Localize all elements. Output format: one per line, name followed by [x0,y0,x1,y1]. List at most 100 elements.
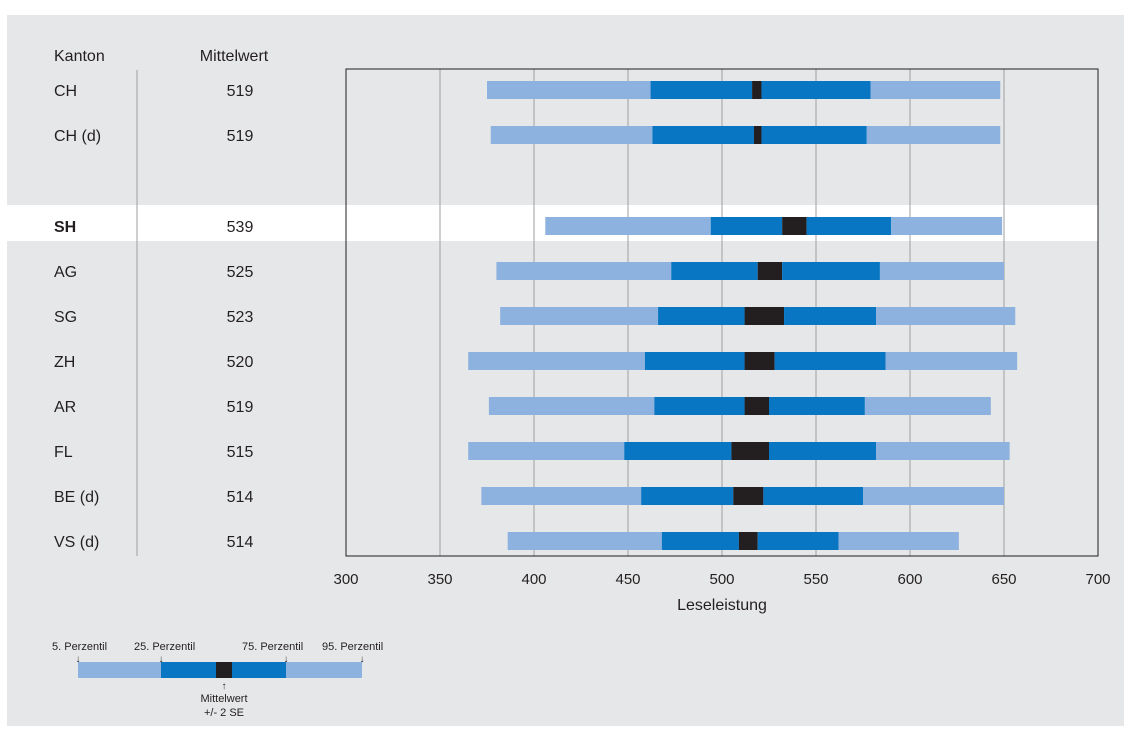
bar-mean-ci [757,262,783,280]
legend-p25-label: 25. Perzentil [134,641,195,653]
legend: 5. Perzentil 25. Perzentil 75. Perzentil… [52,641,383,719]
chart-background [7,15,1124,726]
row-be-d: BE (d) 514 [54,487,1004,506]
bar-p25-ci [624,442,732,460]
bar-p25-ci [644,352,745,370]
header-mittelwert: Mittelwert [200,48,269,65]
bar-mean-ci [733,487,764,505]
bar-p75-p95 [863,487,1004,505]
bar-p5-p25 [487,81,651,99]
bar-mean-ci [744,352,775,370]
x-tick-label-450: 450 [615,571,640,588]
header-kanton: Kanton [54,48,105,65]
x-tick-label-400: 400 [521,571,546,588]
bar-ci-p75 [782,262,880,280]
bar-ci-p75 [757,532,839,550]
row-fl: FL 515 [54,442,1010,461]
mean-value: 523 [227,309,254,326]
x-tick-label-650: 650 [991,571,1016,588]
canton-label: SH [54,219,76,236]
canton-label: SG [54,309,77,326]
bar-ci-p75 [769,397,865,415]
bar-ci-p75 [774,352,886,370]
plot-frame [345,68,1099,557]
canton-label: CH (d) [54,128,101,145]
legend-ci-label: Mittelwert [200,693,247,705]
legend-outer-right [286,662,362,678]
bar-p5-p25 [468,352,645,370]
bar-p75-p95 [870,81,1001,99]
legend-p95-label: 95. Perzentil [322,641,383,653]
row-ar: AR 519 [54,397,991,416]
bar-p5-p25 [488,397,655,415]
legend-p5-arrow: ↓ [76,654,81,665]
bar-p25-ci [661,532,739,550]
bar-p75-p95 [866,126,1001,144]
row-zh: ZH 520 [54,352,1018,371]
bar-mean-ci [744,307,785,325]
bar-mean-ci [753,126,762,144]
bar-p75-p95 [885,352,1018,370]
legend-outer-left [78,662,161,678]
bar-p5-p25 [468,442,625,460]
bar-p25-ci [658,307,745,325]
x-tick-label-300: 300 [333,571,358,588]
bar-ci-p75 [763,487,863,505]
row-sg: SG 523 [54,307,1016,326]
mean-value: 514 [227,489,254,506]
canton-label: ZH [54,354,75,371]
x-axis-ticks: 300 350 400 450 500 550 600 650 700 [333,571,1110,588]
bar-p5-p25 [490,126,653,144]
bar-p5-p25 [507,532,662,550]
bar-p75-p95 [891,217,1003,235]
canton-label: AG [54,264,77,281]
bar-mean-ci [744,397,769,415]
bar-ci-p75 [761,126,867,144]
bar-p75-p95 [876,442,1010,460]
bar-p5-p25 [481,487,642,505]
row-vs-d: VS (d) 514 [54,532,959,551]
row-sh: SH 539 [54,217,1003,236]
x-axis-label: Leseleistung [677,597,767,614]
x-tick-label-700: 700 [1085,571,1110,588]
legend-p95-arrow: ↓ [360,654,365,665]
canton-label: CH [54,83,77,100]
legend-ci [216,662,232,678]
canton-label: BE (d) [54,489,99,506]
bar-p25-ci [710,217,783,235]
bar-p5-p25 [545,217,711,235]
legend-p75-arrow: ↓ [284,654,289,665]
x-tick-label-550: 550 [803,571,828,588]
canton-label: VS (d) [54,534,99,551]
mean-value: 515 [227,444,254,461]
bar-ci-p75 [761,81,871,99]
bar-p25-ci [641,487,734,505]
mean-value: 519 [227,128,254,145]
mean-value: 519 [227,83,254,100]
bar-p75-p95 [876,307,1016,325]
bar-p25-ci [671,262,758,280]
legend-inner-right [232,662,286,678]
legend-ci-arrow: ↑ [222,681,227,692]
x-tick-label-500: 500 [709,571,734,588]
legend-p25-arrow: ↓ [159,654,164,665]
mean-value: 539 [227,219,254,236]
bar-mean-ci [782,217,807,235]
bar-p25-ci [652,126,754,144]
x-tick-label-350: 350 [427,571,452,588]
bar-mean-ci [752,81,762,99]
legend-ci-se-label: +/- 2 SE [204,707,244,719]
mean-value: 520 [227,354,254,371]
bar-p75-p95 [879,262,1004,280]
bar-ci-p75 [769,442,877,460]
data-rows: CH 519 CH (d) 519 SH 539 AG 525 SG 523 ZH 520 AR 519 F… [54,81,1018,551]
bar-p75-p95 [864,397,991,415]
row-ch: CH 519 [54,81,1001,100]
row-ch-d: CH (d) 519 [54,126,1001,145]
bar-mean-ci [738,532,758,550]
bar-p75-p95 [838,532,959,550]
bar-p25-ci [654,397,745,415]
bar-ci-p75 [806,217,892,235]
mean-value: 514 [227,534,254,551]
